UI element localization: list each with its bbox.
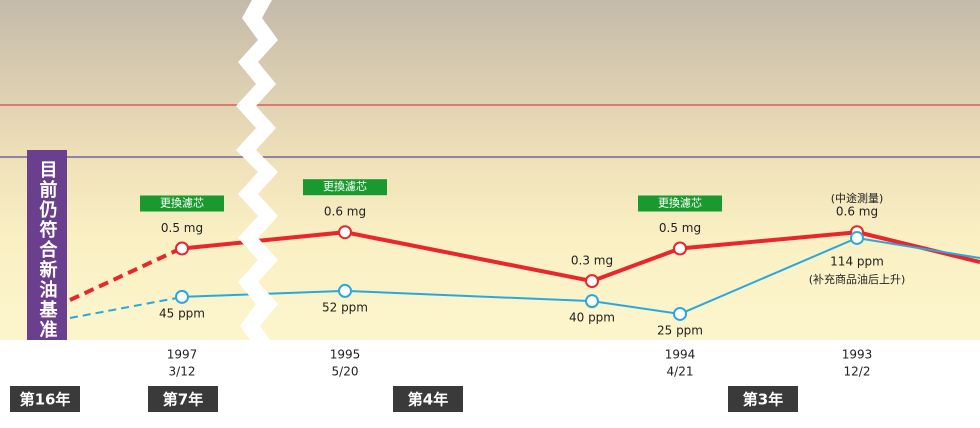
value-label: 0.6 mg xyxy=(836,205,878,219)
data-point xyxy=(673,241,687,256)
filter-change-badge xyxy=(140,195,224,212)
value-label: 0.6 mg xyxy=(324,205,366,219)
filter-change-badge xyxy=(638,195,722,212)
value-label: 114 ppm xyxy=(830,255,884,269)
data-point xyxy=(175,289,189,304)
side-label-box xyxy=(27,150,67,340)
plot-background xyxy=(0,0,980,340)
side-label: 目前仍符合新油基准 xyxy=(37,160,59,340)
note: (补充商品油后上升) xyxy=(809,272,906,286)
data-point xyxy=(338,283,352,298)
period-label: 第16年 xyxy=(20,391,71,409)
data-point xyxy=(585,274,599,289)
period-box xyxy=(148,386,218,412)
period-label: 第3年 xyxy=(743,391,783,409)
value-label: 45 ppm xyxy=(159,306,205,320)
data-point xyxy=(175,241,189,256)
note: (中途測量) xyxy=(831,191,884,205)
filter-change-label: 更換濾芯 xyxy=(160,196,204,210)
red-extension xyxy=(69,246,183,302)
filter-change-label: 更換濾芯 xyxy=(323,179,367,193)
period-label: 第4年 xyxy=(408,391,448,409)
x-tick-label: 1993 xyxy=(842,348,873,362)
value-label: 25 ppm xyxy=(657,323,703,337)
x-tick-label: 1994 xyxy=(665,348,696,362)
data-point xyxy=(850,230,864,245)
value-label: 0.5 mg xyxy=(161,221,203,235)
value-label: 0.3 mg xyxy=(571,254,613,268)
x-tick-label: 3/12 xyxy=(169,365,196,379)
filter-change-label: 更換濾芯 xyxy=(658,196,702,210)
x-tick-label: 12/2 xyxy=(844,365,871,379)
period-label: 第7年 xyxy=(163,391,203,409)
x-tick-label: 1997 xyxy=(167,348,198,362)
x-tick-label: 4/21 xyxy=(667,365,694,379)
axis-break xyxy=(236,0,278,340)
data-point xyxy=(338,225,352,240)
x-tick-label: 1995 xyxy=(330,348,361,362)
blue-extension xyxy=(69,296,183,319)
blue-continuation xyxy=(856,237,980,259)
data-point xyxy=(673,306,687,321)
value-label: 40 ppm xyxy=(569,311,615,325)
x-tick-label: 5/20 xyxy=(332,365,359,379)
period-box xyxy=(728,386,798,412)
period-box xyxy=(10,386,80,412)
data-point xyxy=(585,294,599,309)
value-label: 0.5 mg xyxy=(659,221,701,235)
value-label: 52 ppm xyxy=(322,300,368,314)
filter-change-badge xyxy=(303,179,387,196)
period-box xyxy=(393,386,463,412)
